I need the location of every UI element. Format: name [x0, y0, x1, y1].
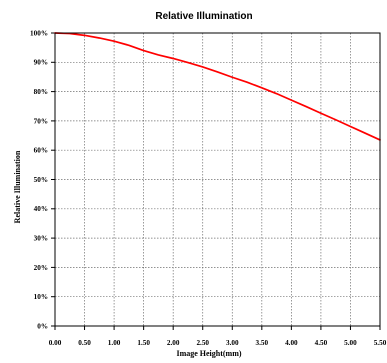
y-tick-label: 20%	[34, 264, 48, 272]
x-tick-label: 2.00	[167, 339, 180, 347]
chart-title: Relative Illumination	[155, 11, 252, 22]
x-tick-label: 0.00	[49, 339, 62, 347]
frame-layer	[54, 32, 381, 327]
series-layer	[54, 32, 381, 141]
x-axis-label: Image Height(mm)	[176, 349, 241, 358]
y-tick-label: 10%	[34, 293, 48, 301]
x-tick-label: 1.50	[137, 339, 150, 347]
x-tick-label: 4.00	[285, 339, 298, 347]
y-axis-label: Relative Illumination	[13, 150, 22, 223]
x-tick-label: 0.50	[78, 339, 91, 347]
relative-illumination-series-line	[54, 32, 381, 141]
y-tick-label: 80%	[34, 88, 48, 96]
tick-layer: 0.00 0.50 1.00 1.50 2.00 2.50 3.00 3.50 4.00 4.50…	[30, 29, 387, 347]
x-tick-label: 3.50	[256, 339, 269, 347]
plot-frame	[54, 32, 381, 327]
x-tick-label: 3.00	[226, 339, 239, 347]
y-tick-label: 70%	[34, 117, 48, 125]
y-tick-label: 0%	[37, 322, 48, 330]
y-tick-label: 60%	[34, 147, 48, 155]
y-tick-label: 100%	[30, 29, 48, 37]
y-tick-label: 30%	[34, 235, 48, 243]
x-tick-label: 4.50	[315, 339, 328, 347]
x-tick-label: 5.50	[374, 339, 387, 347]
y-tick-label: 50%	[34, 176, 48, 184]
x-tick-label: 2.50	[196, 339, 209, 347]
grid-layer	[55, 33, 380, 326]
y-tick-label: 90%	[34, 59, 48, 67]
y-tick-label: 40%	[34, 205, 48, 213]
x-tick-label: 1.00	[108, 339, 121, 347]
x-tick-label: 5.00	[344, 339, 357, 347]
